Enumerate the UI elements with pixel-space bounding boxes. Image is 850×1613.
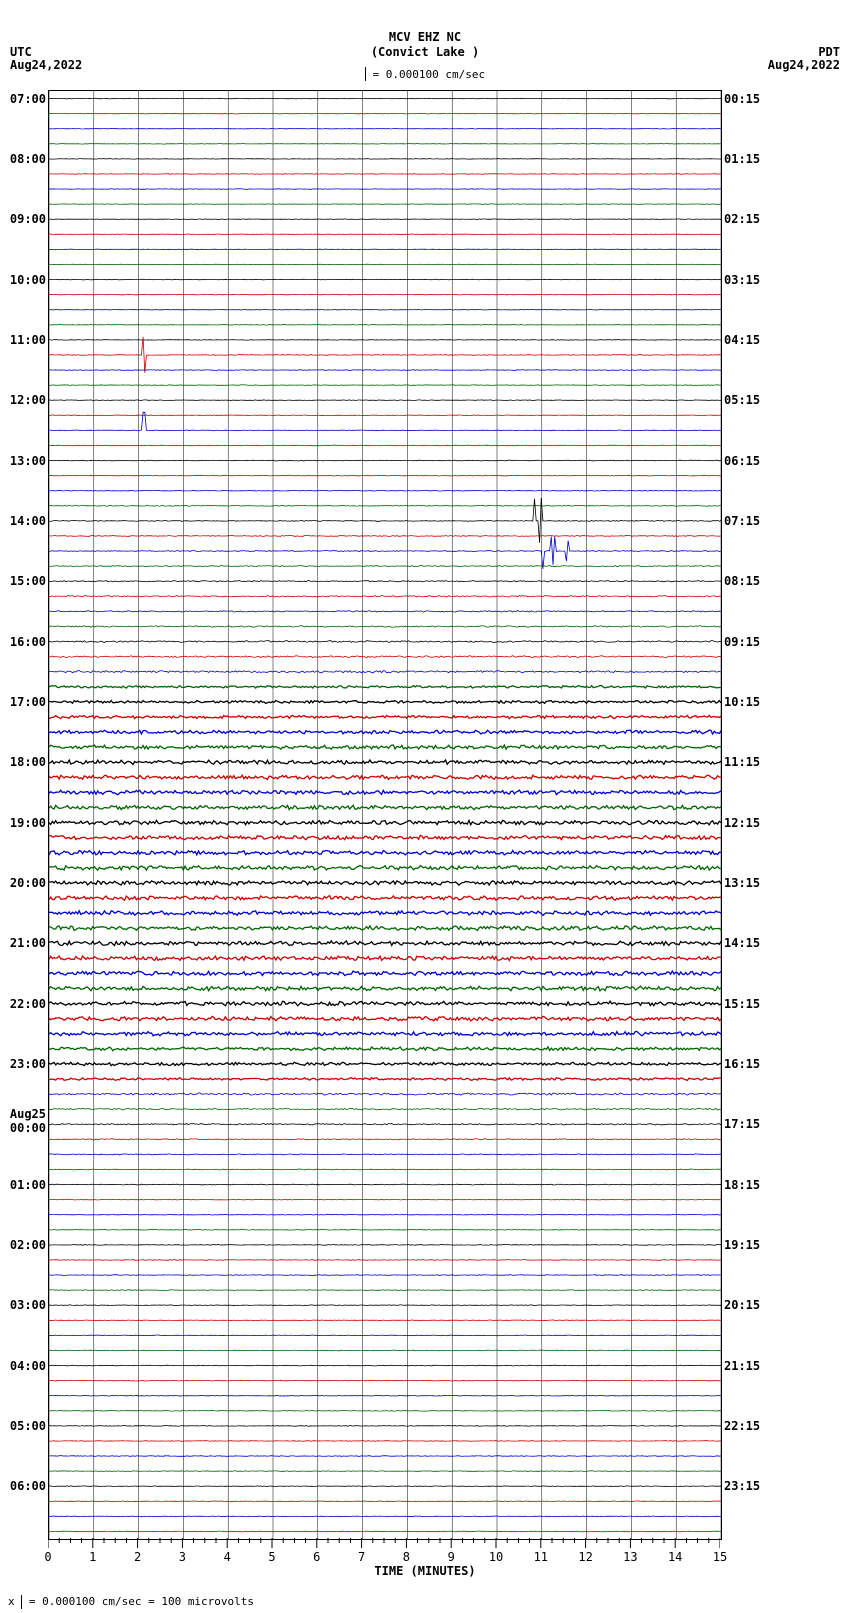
- right-time-label: 17:15: [724, 1117, 760, 1131]
- right-time-label: 15:15: [724, 997, 760, 1011]
- left-time-label: 07:00: [10, 92, 46, 106]
- left-time-label: 03:00: [10, 1298, 46, 1312]
- right-time-label: 23:15: [724, 1479, 760, 1493]
- right-time-label: 14:15: [724, 936, 760, 950]
- x-tick-label: 9: [448, 1550, 455, 1564]
- x-tick-label: 15: [713, 1550, 727, 1564]
- left-time-label: 14:00: [10, 514, 46, 528]
- left-time-label: 13:00: [10, 454, 46, 468]
- right-time-label: 16:15: [724, 1057, 760, 1071]
- x-tick-label: 8: [403, 1550, 410, 1564]
- right-time-label: 04:15: [724, 333, 760, 347]
- right-time-label: 13:15: [724, 876, 760, 890]
- station-subtitle: (Convict Lake ): [0, 45, 850, 59]
- left-time-label: 09:00: [10, 212, 46, 226]
- left-time-label: 22:00: [10, 997, 46, 1011]
- left-time-label: 01:00: [10, 1178, 46, 1192]
- x-tick-label: 11: [534, 1550, 548, 1564]
- right-time-label: 20:15: [724, 1298, 760, 1312]
- seismogram-plot: [48, 90, 722, 1540]
- right-time-label: 10:15: [724, 695, 760, 709]
- left-time-label: 06:00: [10, 1479, 46, 1493]
- footer-text: = 0.000100 cm/sec = 100 microvolts: [22, 1595, 254, 1608]
- left-time-label: 17:00: [10, 695, 46, 709]
- right-time-label: 09:15: [724, 635, 760, 649]
- left-time-label: 19:00: [10, 816, 46, 830]
- left-time-labels: 07:00 08:00 09:00 10:00 11:00 12:00 13:00 14:00…: [6, 90, 46, 1538]
- date-left-label: Aug24,2022: [10, 58, 82, 72]
- right-time-label: 01:15: [724, 152, 760, 166]
- footer-scale: x = 0.000100 cm/sec = 100 microvolts: [8, 1595, 254, 1609]
- right-time-label: 07:15: [724, 514, 760, 528]
- x-tick-label: 5: [268, 1550, 275, 1564]
- footer-prefix: x: [8, 1595, 21, 1608]
- right-time-label: 08:15: [724, 574, 760, 588]
- left-time-label: 20:00: [10, 876, 46, 890]
- right-time-label: 22:15: [724, 1419, 760, 1433]
- right-time-label: 11:15: [724, 755, 760, 769]
- right-time-label: 18:15: [724, 1178, 760, 1192]
- right-time-label: 05:15: [724, 393, 760, 407]
- x-tick-label: 1: [89, 1550, 96, 1564]
- left-time-label: 04:00: [10, 1359, 46, 1373]
- seismogram-page: MCV EHZ NC (Convict Lake ) = 0.000100 cm…: [0, 0, 850, 1613]
- left-time-label: 15:00: [10, 574, 46, 588]
- scale-legend: = 0.000100 cm/sec: [0, 68, 850, 82]
- right-time-label: 03:15: [724, 273, 760, 287]
- left-time-label: 12:00: [10, 393, 46, 407]
- x-tick-label: 7: [358, 1550, 365, 1564]
- x-axis-title: TIME (MINUTES): [0, 1564, 850, 1578]
- left-time-label: 10:00: [10, 273, 46, 287]
- x-tick-label: 6: [313, 1550, 320, 1564]
- left-time-label: 18:00: [10, 755, 46, 769]
- station-title: MCV EHZ NC: [0, 30, 850, 44]
- left-time-label: 11:00: [10, 333, 46, 347]
- x-tick-label: 14: [668, 1550, 682, 1564]
- left-time-label: 05:00: [10, 1419, 46, 1433]
- x-tick-label: 12: [578, 1550, 592, 1564]
- left-time-label: 16:00: [10, 635, 46, 649]
- right-time-label: 00:15: [724, 92, 760, 106]
- right-time-label: 12:15: [724, 816, 760, 830]
- right-time-labels: 00:15 01:15 02:15 03:15 04:15 05:15 06:15 07:15…: [724, 90, 774, 1538]
- right-time-label: 02:15: [724, 212, 760, 226]
- right-time-label: 21:15: [724, 1359, 760, 1373]
- x-tick-label: 4: [224, 1550, 231, 1564]
- left-time-label: 21:00: [10, 936, 46, 950]
- tz-left-label: UTC: [10, 45, 32, 59]
- x-tick-label: 10: [489, 1550, 503, 1564]
- x-tick-label: 13: [623, 1550, 637, 1564]
- x-tick-label: 3: [179, 1550, 186, 1564]
- left-time-label: 23:00: [10, 1057, 46, 1071]
- scale-text: = 0.000100 cm/sec: [366, 68, 485, 81]
- right-time-label: 19:15: [724, 1238, 760, 1252]
- x-tick-label: 2: [134, 1550, 141, 1564]
- date-right-label: Aug24,2022: [768, 58, 840, 72]
- tz-right-label: PDT: [818, 45, 840, 59]
- left-time-label: 02:00: [10, 1238, 46, 1252]
- right-time-label: 06:15: [724, 454, 760, 468]
- left-time-label: 08:00: [10, 152, 46, 166]
- x-tick-label: 0: [44, 1550, 51, 1564]
- left-time-label: Aug2500:00: [10, 1107, 46, 1135]
